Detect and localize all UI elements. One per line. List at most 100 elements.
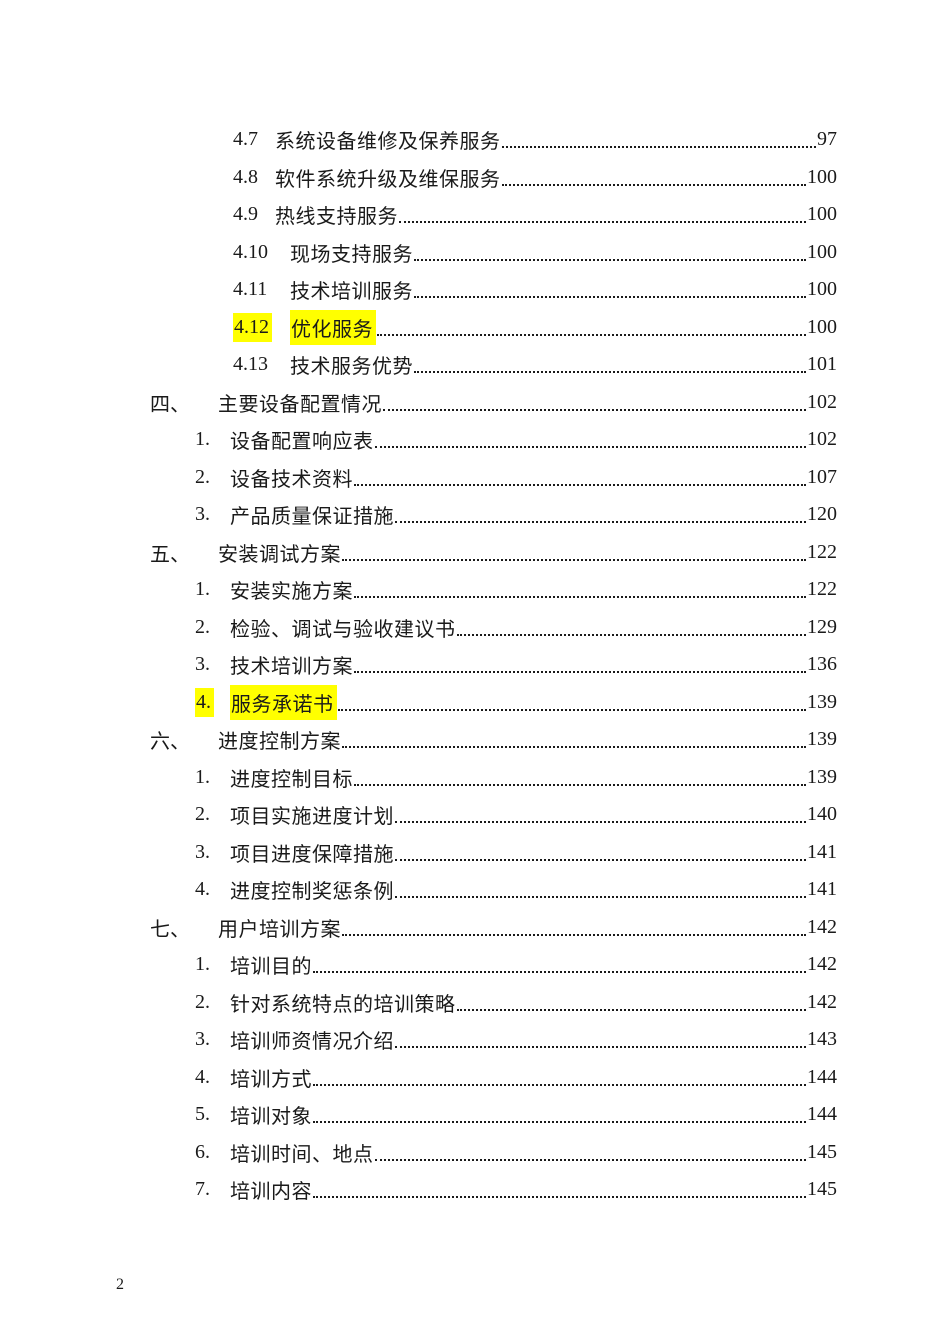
toc-entry[interactable]: 6. 培训时间、地点 145 <box>150 1134 837 1172</box>
toc-entry-page: 141 <box>807 840 837 863</box>
toc-entry-number: 五、 <box>150 543 190 566</box>
toc-entry[interactable]: 3. 技术培训方案 136 <box>150 646 837 684</box>
table-of-contents: 4.7 系统设备维修及保养服务 97 4.8 软件系统升级及维保服务 100 4… <box>150 121 837 1209</box>
toc-entry-page: 100 <box>807 203 837 226</box>
toc-entry[interactable]: 4. 培训方式 144 <box>150 1059 837 1097</box>
toc-entry[interactable]: 1. 培训目的 142 <box>150 946 837 984</box>
toc-entry-page: 142 <box>807 990 837 1013</box>
toc-entry-number: 1. <box>195 765 210 788</box>
toc-entry[interactable]: 1. 进度控制目标 139 <box>150 759 837 797</box>
toc-entry-title: 热线支持服务 <box>275 206 398 229</box>
dot-leader <box>374 1144 806 1161</box>
toc-entry[interactable]: 4.12 优化服务 100 <box>150 309 837 347</box>
toc-entry-title: 优化服务 <box>290 309 376 345</box>
toc-entry-number: 4.9 <box>233 203 258 226</box>
toc-entry-number: 3. <box>195 1028 210 1051</box>
toc-entry-number: 1. <box>195 953 210 976</box>
toc-entry-page: 136 <box>807 653 837 676</box>
toc-entry-page: 129 <box>807 615 837 638</box>
toc-entry-page: 143 <box>807 1028 837 1051</box>
toc-entry-title: 项目进度保障措施 <box>230 843 394 866</box>
toc-entry-number: 2. <box>195 615 210 638</box>
toc-entry-title: 安装调试方案 <box>218 543 341 566</box>
toc-entry-page: 141 <box>807 878 837 901</box>
dot-leader <box>313 956 806 974</box>
toc-entry-page: 142 <box>807 915 837 938</box>
toc-entry[interactable]: 4.9 热线支持服务 100 <box>150 196 837 234</box>
dot-leader <box>354 769 806 786</box>
dot-leader <box>414 244 806 261</box>
toc-entry[interactable]: 2. 检验、调试与验收建议书 129 <box>150 609 837 647</box>
toc-entry-title: 培训师资情况介绍 <box>230 1031 394 1054</box>
toc-entry[interactable]: 4.13 技术服务优势 101 <box>150 346 837 384</box>
toc-entry[interactable]: 4.11 技术培训服务 100 <box>150 271 837 309</box>
toc-entry-title: 进度控制奖惩条例 <box>230 881 394 904</box>
toc-entry-number: 2. <box>195 465 210 488</box>
toc-entry-title: 产品质量保证措施 <box>230 506 394 529</box>
toc-entry-page: 107 <box>807 465 837 488</box>
dot-leader <box>395 1031 806 1049</box>
toc-entry[interactable]: 六、 进度控制方案 139 <box>150 721 837 759</box>
toc-entry-number: 4.11 <box>233 278 268 301</box>
toc-entry[interactable]: 1. 设备配置响应表 102 <box>150 421 837 459</box>
toc-entry[interactable]: 5. 培训对象 144 <box>150 1096 837 1134</box>
toc-entry-number: 4.8 <box>233 165 258 188</box>
toc-entry-page: 97 <box>817 128 837 151</box>
toc-entry[interactable]: 1. 安装实施方案 122 <box>150 571 837 609</box>
toc-entry-page: 145 <box>807 1178 837 1201</box>
toc-entry-number: 1. <box>195 428 210 451</box>
toc-entry-number: 4. <box>195 687 214 717</box>
toc-entry[interactable]: 3. 培训师资情况介绍 143 <box>150 1021 837 1059</box>
toc-entry[interactable]: 四、 主要设备配置情况 102 <box>150 384 837 422</box>
toc-entry-title: 用户培训方案 <box>218 918 341 941</box>
toc-entry[interactable]: 4.7 系统设备维修及保养服务 97 <box>150 121 837 159</box>
toc-entry-number: 4.10 <box>233 240 268 263</box>
toc-entry[interactable]: 4. 服务承诺书 139 <box>150 684 837 722</box>
toc-entry[interactable]: 五、 安装调试方案 122 <box>150 534 837 572</box>
toc-entry-number: 4.7 <box>233 128 258 151</box>
toc-entry-page: 140 <box>807 803 837 826</box>
toc-entry[interactable]: 2. 针对系统特点的培训策略 142 <box>150 984 837 1022</box>
toc-entry[interactable]: 3. 产品质量保证措施 120 <box>150 496 837 534</box>
toc-entry-page: 100 <box>807 278 837 301</box>
dot-leader <box>414 281 806 299</box>
dot-leader <box>313 1181 806 1199</box>
toc-entry-number: 四、 <box>150 393 190 416</box>
toc-entry[interactable]: 7. 培训内容 145 <box>150 1171 837 1209</box>
dot-leader <box>456 619 806 636</box>
toc-entry-title: 培训对象 <box>230 1106 312 1129</box>
toc-entry-page: 122 <box>807 540 837 563</box>
toc-entry[interactable]: 七、 用户培训方案 142 <box>150 909 837 947</box>
toc-entry-number: 4. <box>195 1065 210 1088</box>
toc-entry[interactable]: 2. 项目实施进度计划 140 <box>150 796 837 834</box>
toc-entry-number: 4.13 <box>233 353 268 376</box>
toc-entry-title: 技术培训方案 <box>230 656 353 679</box>
dot-leader <box>374 431 806 449</box>
toc-entry-title: 培训时间、地点 <box>230 1143 374 1166</box>
dot-leader <box>395 881 806 899</box>
toc-entry-page: 120 <box>807 503 837 526</box>
toc-entry[interactable]: 4.10 现场支持服务 100 <box>150 234 837 272</box>
toc-entry[interactable]: 4. 进度控制奖惩条例 141 <box>150 871 837 909</box>
toc-entry-title: 培训方式 <box>230 1068 312 1091</box>
toc-entry[interactable]: 2. 设备技术资料 107 <box>150 459 837 497</box>
dot-leader <box>395 506 806 524</box>
toc-entry-number: 1. <box>195 578 210 601</box>
toc-entry[interactable]: 3. 项目进度保障措施 141 <box>150 834 837 872</box>
toc-entry[interactable]: 4.8 软件系统升级及维保服务 100 <box>150 159 837 197</box>
dot-leader <box>383 394 806 411</box>
toc-entry-page: 144 <box>807 1103 837 1126</box>
toc-entry-page: 100 <box>807 240 837 263</box>
toc-entry-title: 针对系统特点的培训策略 <box>230 993 456 1016</box>
dot-leader <box>354 469 806 486</box>
toc-entry-title: 主要设备配置情况 <box>218 393 382 416</box>
toc-entry-title: 安装实施方案 <box>230 581 353 604</box>
toc-entry-number: 7. <box>195 1178 210 1201</box>
toc-entry-page: 142 <box>807 953 837 976</box>
toc-entry-title: 设备配置响应表 <box>230 431 374 454</box>
toc-entry-title: 进度控制目标 <box>230 768 353 791</box>
toc-entry-number: 3. <box>195 840 210 863</box>
dot-leader <box>342 731 806 749</box>
toc-entry-page: 139 <box>807 728 837 751</box>
toc-entry-title: 服务承诺书 <box>230 684 337 720</box>
